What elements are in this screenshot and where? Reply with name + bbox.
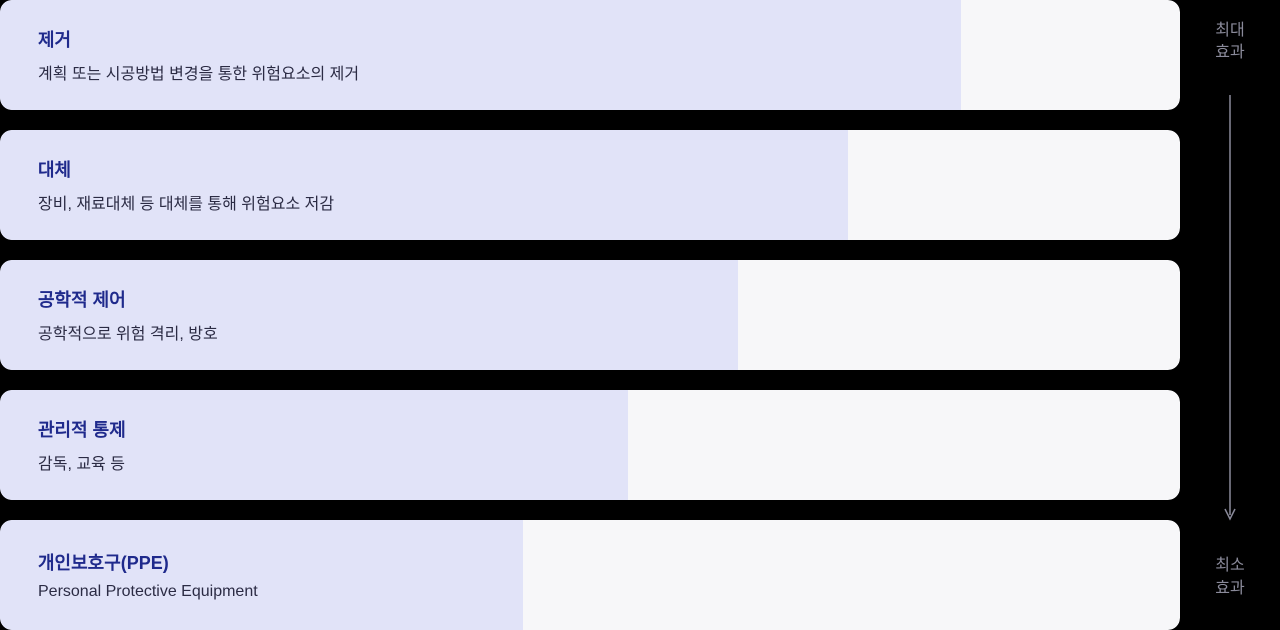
bar-title: 대체 [38, 156, 334, 182]
bar-title: 공학적 제어 [38, 286, 218, 312]
bars-column: 제거계획 또는 시공방법 변경을 통한 위험요소의 제거대체장비, 재료대체 등… [0, 0, 1180, 630]
bar-title: 관리적 통제 [38, 416, 126, 442]
hierarchy-bar: 제거계획 또는 시공방법 변경을 통한 위험요소의 제거 [0, 0, 1180, 110]
scale-top-label: 최대 효과 [1215, 20, 1244, 65]
hierarchy-bar: 개인보호구(PPE) Personal Protective Equipment [0, 520, 1180, 630]
bar-title: 제거 [38, 26, 359, 52]
scale-bottom-line2: 효과 [1215, 578, 1244, 600]
scale-top-line1: 최대 [1215, 20, 1244, 42]
bar-title: 개인보호구(PPE) [38, 549, 258, 575]
bar-text: 대체장비, 재료대체 등 대체를 통해 위험요소 저감 [38, 156, 334, 214]
hierarchy-diagram: 제거계획 또는 시공방법 변경을 통한 위험요소의 제거대체장비, 재료대체 등… [0, 0, 1280, 630]
bar-description: 장비, 재료대체 등 대체를 통해 위험요소 저감 [38, 190, 334, 214]
bar-text: 관리적 통제감독, 교육 등 [38, 416, 126, 474]
bar-text: 제거계획 또는 시공방법 변경을 통한 위험요소의 제거 [38, 26, 359, 84]
bar-description: 감독, 교육 등 [38, 450, 126, 474]
scale-column: 최대 효과 최소 효과 [1180, 0, 1280, 630]
bar-description: Personal Protective Equipment [38, 583, 258, 601]
bar-description: 공학적으로 위험 격리, 방호 [38, 320, 218, 344]
scale-bottom-label: 최소 효과 [1215, 555, 1244, 600]
bar-text: 개인보호구(PPE) Personal Protective Equipment [38, 549, 258, 601]
bar-description: 계획 또는 시공방법 변경을 통한 위험요소의 제거 [38, 60, 359, 84]
scale-arrow [1224, 95, 1236, 525]
hierarchy-bar: 관리적 통제감독, 교육 등 [0, 390, 1180, 500]
hierarchy-bar: 공학적 제어공학적으로 위험 격리, 방호 [0, 260, 1180, 370]
scale-bottom-line1: 최소 [1215, 555, 1244, 577]
hierarchy-bar: 대체장비, 재료대체 등 대체를 통해 위험요소 저감 [0, 130, 1180, 240]
bar-text: 공학적 제어공학적으로 위험 격리, 방호 [38, 286, 218, 344]
scale-top-line2: 효과 [1215, 42, 1244, 64]
